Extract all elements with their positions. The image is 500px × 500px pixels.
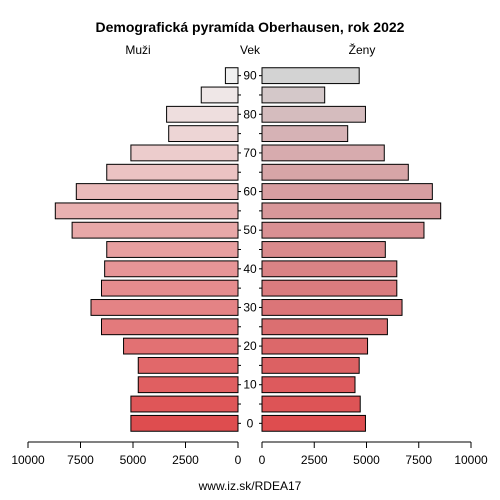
male-bar-30-34: [90, 299, 239, 316]
female-bar-40-44: [261, 260, 398, 278]
male-bar-15-19: [137, 356, 239, 374]
age-tick-label: 50: [243, 223, 257, 237]
male-bar-35-39: [101, 279, 239, 297]
male-bar-60-64: [75, 183, 239, 200]
male-bar-65-69: [106, 163, 239, 181]
age-header: Vek: [240, 43, 261, 57]
female-bar-80-84: [261, 105, 366, 123]
source-footer: www.iz.sk/RDEA17: [198, 479, 302, 493]
female-bar-15-19: [261, 356, 360, 374]
female-bar-25-29: [261, 318, 388, 336]
female-bar-0-4: [261, 414, 366, 432]
female-bar-5-9: [261, 395, 361, 413]
female-bar-30-34: [261, 299, 403, 316]
female-bars: [261, 67, 442, 432]
x-tick-label-female: 5000: [353, 453, 380, 467]
age-tick-label: 80: [243, 107, 257, 121]
female-bar-85-89: [261, 86, 326, 104]
male-bar-5-9: [130, 395, 239, 413]
male-bar-25-29: [101, 318, 239, 336]
female-bar-65-69: [261, 163, 409, 181]
male-bar-20-24: [123, 337, 239, 355]
male-bar-40-44: [104, 260, 239, 278]
female-bar-35-39: [261, 279, 398, 297]
age-tick-label: 0: [247, 416, 254, 430]
female-bar-70-74: [261, 144, 385, 162]
female-bar-60-64: [261, 183, 433, 200]
age-tick-label: 70: [243, 146, 257, 160]
female-bar-10-14: [261, 376, 356, 394]
male-bar-80-84: [166, 105, 239, 123]
male-bar-55-59: [54, 202, 239, 220]
female-bar-50-54: [261, 221, 425, 239]
x-tick-label-female: 0: [259, 453, 266, 467]
male-bar-50-54: [71, 221, 239, 239]
x-tick-label-female: 2500: [301, 453, 328, 467]
x-tick-label-female: 10000: [454, 453, 488, 467]
male-bars: [54, 67, 239, 432]
male-bar-85-89: [200, 86, 239, 104]
age-tick-label: 60: [243, 185, 257, 199]
age-tick-label: 40: [243, 262, 257, 276]
male-bar-45-49: [106, 241, 239, 258]
age-tick-label: 30: [243, 300, 257, 314]
male-header: Muži: [125, 43, 150, 57]
x-tick-label-female: 7500: [405, 453, 432, 467]
age-tick-label: 10: [243, 378, 257, 392]
male-bar-70-74: [130, 144, 239, 162]
age-tick-label: 20: [243, 339, 257, 353]
female-header: Ženy: [349, 42, 376, 57]
x-tick-label-male: 10000: [11, 453, 45, 467]
x-axis-female: 0 2500 5000 7500 10000: [259, 441, 488, 467]
x-tick-label-male: 0: [235, 453, 242, 467]
female-bar-75-79: [261, 125, 349, 143]
female-bar-45-49: [261, 241, 386, 258]
chart-title: Demografická pyramída Oberhausen, rok 20…: [96, 19, 405, 35]
female-bar-55-59: [261, 202, 442, 220]
x-tick-label-male: 7500: [67, 453, 94, 467]
male-bar-10-14: [137, 376, 239, 394]
x-axis-male: 0 2500 5000 7500 10000: [11, 441, 242, 467]
age-tick-label: 90: [243, 69, 257, 83]
x-tick-label-male: 5000: [120, 453, 147, 467]
male-bar-90+: [224, 67, 239, 85]
male-bar-75-79: [168, 125, 239, 143]
x-tick-label-male: 2500: [172, 453, 199, 467]
female-bar-90+: [261, 67, 360, 85]
age-axis: 0 10 20 30 40 50 60 70 80 90: [238, 69, 262, 430]
male-bar-0-4: [130, 414, 239, 432]
female-bar-20-24: [261, 337, 369, 355]
